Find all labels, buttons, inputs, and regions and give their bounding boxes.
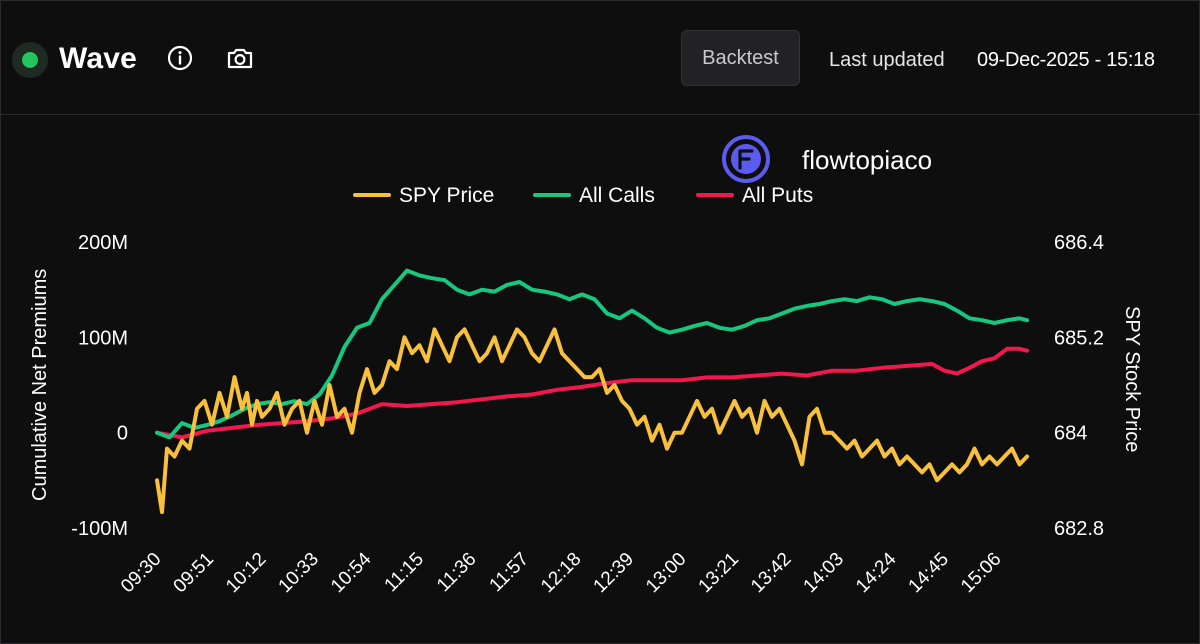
x-tick-label: 10:12 — [222, 549, 270, 597]
series-line-all-puts — [155, 346, 1029, 440]
x-tick-label: 10:33 — [275, 549, 323, 597]
x-tick-label: 13:00 — [642, 549, 690, 597]
y-right-tick-label: 686.4 — [1054, 232, 1104, 254]
y-left-ticks: 200M 100M 0 -100M — [71, 232, 128, 540]
x-tick-label: 11:57 — [486, 549, 533, 596]
x-tick-label: 14:24 — [852, 548, 901, 597]
backtest-button[interactable]: Backtest — [681, 30, 800, 86]
y-left-tick-label: -100M — [71, 518, 128, 540]
page-title: Wave — [59, 42, 138, 75]
series-line-all-calls — [155, 268, 1029, 440]
y-right-tick-label: 685.2 — [1054, 327, 1104, 349]
status-indicator — [12, 42, 48, 78]
x-tick-label: 11:15 — [381, 549, 428, 596]
legend-label: All Puts — [742, 184, 813, 207]
series-line-spy-price — [155, 327, 1029, 515]
y-left-tick-label: 0 — [117, 423, 128, 445]
y-right-tick-label: 682.8 — [1054, 518, 1104, 540]
last-updated-value: 09-Dec-2025 - 15:18 — [977, 49, 1155, 71]
x-tick-label: 15:06 — [957, 549, 1005, 597]
x-tick-label: 11:36 — [433, 549, 480, 596]
x-tick-label: 13:42 — [747, 549, 795, 597]
last-updated-label: Last updated — [829, 49, 945, 71]
x-tick-label: 09:51 — [170, 549, 218, 597]
wave-chart: flowtopiaco SPY Price All Calls All Puts… — [29, 135, 1143, 597]
watermark: flowtopiaco — [722, 135, 932, 183]
watermark-text: flowtopiaco — [802, 145, 932, 175]
y-right-axis-title: SPY Stock Price — [1121, 306, 1143, 452]
x-tick-label: 13:21 — [695, 549, 743, 597]
series-lines — [155, 268, 1029, 515]
x-axis-ticks: 09:30 09:51 10:12 10:33 10:54 11:15 11:36 11:57… — [117, 548, 1005, 597]
x-tick-label: 12:18 — [537, 549, 585, 597]
header-bar: Wave Backtest Last updated 09-Dec-2025 -… — [0, 0, 1200, 115]
chart-legend: SPY Price All Calls All Puts — [353, 184, 813, 207]
y-right-tick-label: 684 — [1054, 423, 1087, 445]
y-left-tick-label: 100M — [78, 327, 128, 349]
legend-item-spy-price[interactable]: SPY Price — [353, 184, 494, 207]
legend-item-all-calls[interactable]: All Calls — [533, 184, 655, 207]
legend-label: All Calls — [579, 184, 655, 207]
y-right-ticks: 686.4 685.2 684 682.8 — [1054, 232, 1104, 540]
x-tick-label: 09:30 — [117, 549, 165, 597]
info-icon[interactable] — [166, 44, 194, 72]
y-left-axis-title: Cumulative Net Premiums — [29, 269, 51, 501]
camera-icon[interactable] — [226, 44, 254, 72]
legend-item-all-puts[interactable]: All Puts — [696, 184, 813, 207]
x-tick-label: 10:54 — [327, 548, 376, 597]
legend-label: SPY Price — [399, 184, 494, 207]
flowtopia-logo-icon — [722, 135, 770, 183]
x-tick-label: 14:03 — [800, 549, 848, 597]
x-tick-label: 14:45 — [905, 549, 953, 597]
x-tick-label: 12:39 — [590, 549, 638, 597]
y-left-tick-label: 200M — [78, 232, 128, 254]
